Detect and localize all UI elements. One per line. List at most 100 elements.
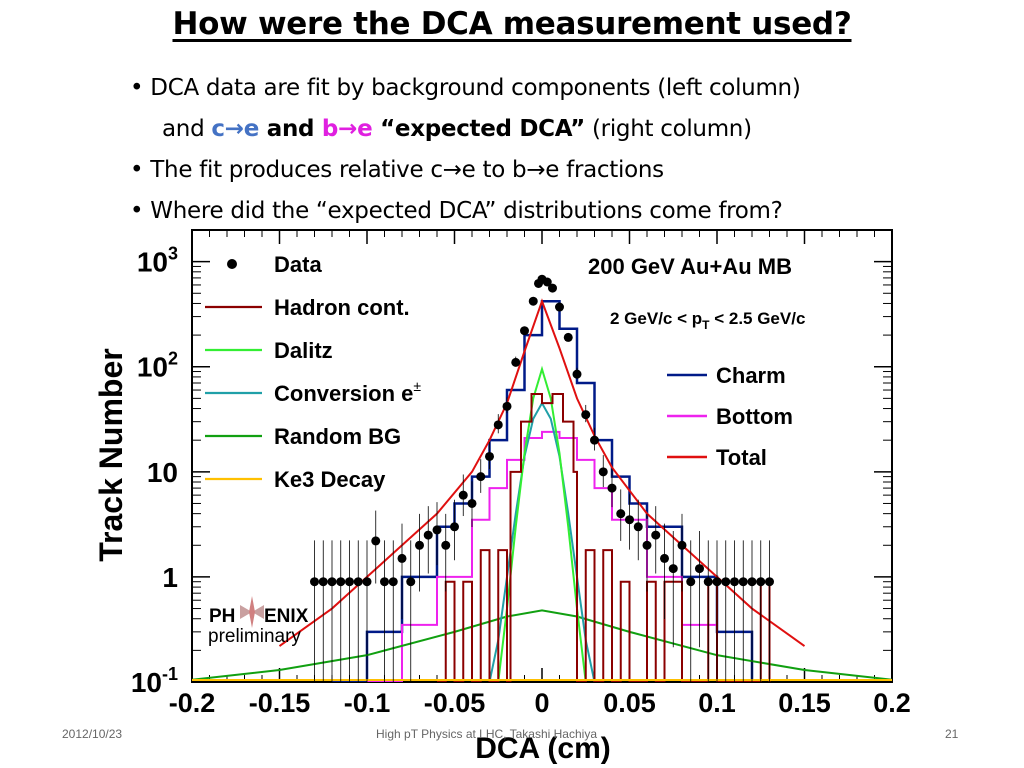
y-tick-label: 102 — [137, 349, 178, 383]
chart-legend: Data Hadron cont. Dalitz Conversion e± Rando… — [205, 252, 793, 492]
bullet-3-text: Where did the “expected DCA” distributio… — [150, 198, 783, 224]
electron-label: e — [357, 116, 373, 142]
data-point — [712, 577, 722, 587]
legend-data-marker — [227, 259, 237, 269]
arrow-icon: → — [224, 116, 244, 142]
bullet-2-text: The fit produces relative c→e to b→e fra… — [150, 157, 664, 183]
data-point — [432, 525, 442, 535]
c-quark-label: c — [211, 116, 225, 142]
electron-label: e — [243, 116, 260, 142]
x-tick-label: 0.1 — [698, 688, 736, 718]
x-tick-label: 0.05 — [603, 688, 656, 718]
legend-label-text: Random BG — [274, 424, 401, 449]
footer-page-number: 21 — [945, 727, 959, 741]
legend-label-text: Conversion e — [274, 381, 413, 406]
legend-label-text: Ke3 Decay — [274, 467, 386, 492]
data-point — [458, 490, 468, 500]
data-point — [415, 540, 424, 550]
data-point — [581, 410, 591, 420]
series-hadron-curve — [437, 393, 771, 682]
y-tick-base: 10 — [137, 352, 168, 383]
data-point — [721, 577, 731, 587]
data-point — [590, 435, 599, 445]
data-point — [703, 577, 713, 587]
data-point — [756, 577, 766, 587]
data-point — [686, 577, 696, 587]
data-point — [511, 357, 521, 367]
chart-data-points — [310, 274, 774, 682]
data-point — [502, 401, 512, 411]
data-point — [642, 540, 652, 550]
data-point — [476, 472, 486, 482]
pt-range-b: < 2.5 GeV/c — [709, 309, 805, 328]
y-tick-label: 10-1 — [131, 664, 178, 698]
data-point — [485, 451, 494, 461]
x-tick-label: -0.1 — [344, 688, 391, 718]
legend-ke3-label: Ke3 Decay — [274, 467, 386, 492]
series-dalitz-curve — [497, 365, 587, 682]
data-point — [423, 530, 433, 540]
y-tick-label: 1 — [162, 562, 178, 593]
data-point — [555, 302, 564, 312]
phoenix-emblem-icon — [240, 596, 264, 628]
data-point — [730, 577, 739, 587]
bullet-1-and-bold: and — [259, 116, 322, 142]
data-point — [528, 296, 538, 306]
x-tick-label: 0 — [534, 688, 549, 718]
data-point — [362, 577, 372, 587]
logo-preliminary: preliminary — [208, 626, 301, 647]
data-point — [572, 369, 582, 379]
x-tick-label: 0.15 — [778, 688, 831, 718]
chart-axes: -0.2 -0.15 -0.1 -0.05 0 0.05 0.1 0.15 0.210-1110… — [131, 229, 911, 718]
data-point — [371, 536, 381, 546]
bullet-marker: • — [130, 198, 144, 224]
legend-label-text: Hadron cont. — [274, 295, 410, 320]
pt-range-annotation: 2 GeV/c < pT < 2.5 GeV/c — [610, 309, 805, 332]
b-quark-label: b — [321, 116, 339, 142]
y-tick-label: 10 — [147, 457, 178, 488]
y-tick-base: 10 — [131, 667, 162, 698]
legend-data-label: Data — [274, 252, 322, 277]
data-point — [380, 577, 389, 587]
data-point — [345, 577, 354, 587]
x-tick-label: -0.05 — [424, 688, 486, 718]
data-point — [738, 577, 748, 587]
legend-charm-label: Charm — [716, 363, 786, 388]
legend-randombg-label: Random BG — [274, 424, 401, 449]
x-tick-label: -0.15 — [249, 688, 311, 718]
expected-dca-label: “expected DCA” — [372, 116, 585, 142]
data-point — [441, 540, 451, 550]
y-tick-exponent: 2 — [168, 349, 178, 369]
legend-dalitz-label: Dalitz — [274, 338, 333, 363]
data-point — [765, 577, 774, 587]
legend-label-superscript: ± — [413, 378, 421, 394]
bullet-marker: • — [130, 157, 144, 183]
data-point — [563, 332, 573, 342]
bullet-1-and: and — [162, 116, 212, 142]
data-point — [327, 577, 337, 587]
data-point — [520, 326, 529, 336]
data-point — [677, 540, 687, 550]
data-point — [668, 564, 678, 574]
data-point — [336, 577, 346, 587]
data-point — [598, 467, 608, 477]
legend-label-text: Data — [274, 252, 322, 277]
slide-title: How were the DCA measurement used? — [172, 6, 852, 42]
bullet-2: • The fit produces relative c→e to b→e f… — [130, 150, 1010, 191]
data-point — [747, 577, 757, 587]
footer-date: 2012/10/23 — [62, 727, 123, 741]
y-tick-label: 103 — [137, 244, 178, 278]
data-point — [318, 577, 328, 587]
bullet-3: • Where did the “expected DCA” distribut… — [130, 191, 1010, 232]
data-point — [450, 522, 459, 532]
data-point — [388, 577, 398, 587]
bullet-1-rest: (right column) — [584, 116, 752, 142]
legend-conversion-label: Conversion e± — [274, 378, 421, 406]
data-point — [625, 515, 634, 525]
data-point — [607, 483, 617, 493]
arrow-icon: → — [338, 116, 358, 142]
data-point — [310, 577, 319, 587]
bullet-1-line-2: and c→e and b→e “expected DCA” (right co… — [130, 109, 1010, 150]
y-tick-exponent: -1 — [162, 664, 178, 684]
